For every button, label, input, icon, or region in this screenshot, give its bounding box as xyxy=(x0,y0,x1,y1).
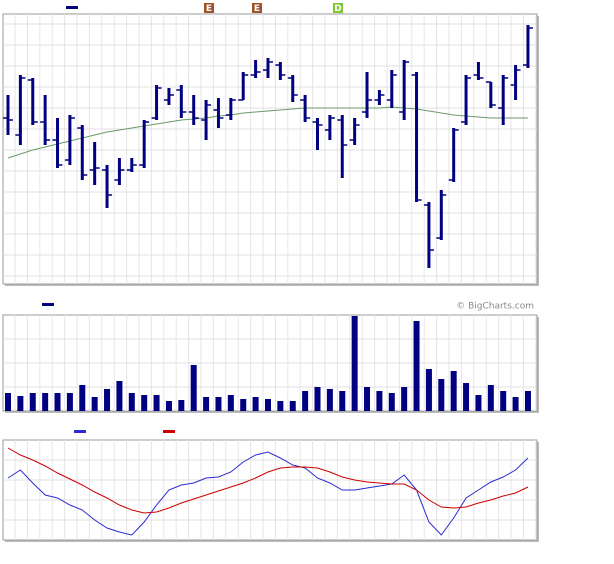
bar xyxy=(289,401,296,411)
legend-swatch xyxy=(42,303,54,306)
bar xyxy=(413,321,420,411)
bar xyxy=(54,393,61,411)
bar xyxy=(153,395,160,411)
bar xyxy=(128,393,135,411)
bar xyxy=(104,389,111,411)
bar xyxy=(240,399,247,411)
event-label: D xyxy=(334,4,341,14)
bar xyxy=(364,387,371,411)
bar xyxy=(314,387,321,411)
bar xyxy=(326,389,333,411)
bar xyxy=(116,381,123,411)
bar xyxy=(277,401,284,411)
legend-swatch xyxy=(163,430,175,433)
bar xyxy=(388,393,395,411)
bar xyxy=(500,391,507,411)
bar xyxy=(438,379,445,411)
bar xyxy=(165,401,172,411)
legend-swatch xyxy=(74,430,86,433)
indicator-line xyxy=(7,447,529,514)
indicator-line xyxy=(7,451,529,536)
bar xyxy=(203,397,210,411)
legend-swatch xyxy=(66,6,78,9)
credit: © BigCharts.com xyxy=(456,302,534,312)
bar xyxy=(401,387,408,411)
bar xyxy=(463,383,470,411)
bar xyxy=(450,371,457,411)
panel xyxy=(2,439,538,541)
bar xyxy=(178,400,185,411)
bar xyxy=(5,393,11,411)
bar xyxy=(487,385,494,411)
bar xyxy=(91,397,98,411)
event-marker xyxy=(252,3,262,13)
bar xyxy=(66,393,73,411)
bar xyxy=(190,365,197,411)
bar xyxy=(339,391,346,411)
event-label: E xyxy=(206,4,212,14)
bar xyxy=(351,316,358,411)
event-marker xyxy=(333,3,343,13)
bar xyxy=(227,395,234,411)
moving-average xyxy=(7,106,528,159)
bar xyxy=(475,395,482,411)
bar xyxy=(512,397,519,411)
bar xyxy=(215,397,222,411)
bar xyxy=(302,391,309,411)
event-label: E xyxy=(254,4,260,14)
bar xyxy=(524,391,531,411)
bar xyxy=(376,391,383,411)
bar xyxy=(29,393,36,411)
bar xyxy=(264,399,271,411)
bar xyxy=(79,385,86,411)
bar xyxy=(17,396,24,411)
bar xyxy=(42,393,49,411)
bar xyxy=(425,369,432,411)
panel xyxy=(2,13,538,285)
bar xyxy=(141,395,148,411)
event-marker xyxy=(204,3,214,13)
bar xyxy=(252,397,259,411)
